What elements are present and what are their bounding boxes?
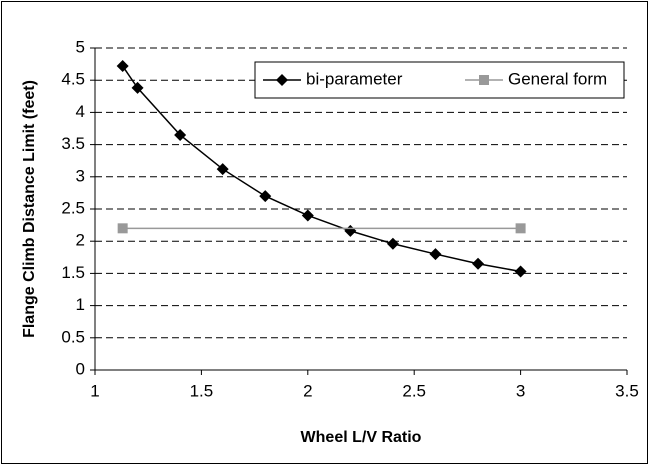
marker — [514, 265, 527, 278]
marker — [515, 223, 526, 234]
y-tick-label: 2 — [76, 231, 85, 250]
x-tick-label: 3.5 — [615, 381, 639, 400]
marker — [429, 248, 442, 261]
y-tick-label: 3 — [76, 166, 85, 185]
marker — [301, 209, 314, 222]
x-axis-label: Wheel L/V Ratio — [301, 429, 422, 446]
marker — [276, 74, 288, 86]
x-tick-label: 2 — [303, 381, 312, 400]
marker — [479, 75, 489, 85]
marker — [116, 60, 129, 73]
marker — [174, 128, 187, 141]
marker — [386, 237, 399, 250]
marker — [472, 257, 485, 270]
marker — [131, 81, 144, 94]
y-axis-label: Flange Climb Distance Limit (feet) — [21, 80, 38, 338]
x-tick-label: 1 — [90, 381, 99, 400]
legend-label: General form — [508, 69, 607, 88]
marker — [117, 223, 128, 234]
legend-label: bi-parameter — [306, 69, 403, 88]
y-tick-label: 1.5 — [61, 263, 85, 282]
marker — [216, 163, 229, 176]
y-tick-label: 1 — [76, 295, 85, 314]
y-tick-label: 0 — [76, 359, 85, 378]
x-tick-label: 1.5 — [190, 381, 214, 400]
marker — [259, 190, 272, 203]
y-tick-label: 4.5 — [61, 70, 85, 89]
x-tick-label: 3 — [516, 381, 525, 400]
y-tick-label: 0.5 — [61, 327, 85, 346]
y-tick-label: 2.5 — [61, 198, 85, 217]
legend-box — [254, 61, 625, 99]
x-tick-label: 2.5 — [402, 381, 426, 400]
y-tick-label: 3.5 — [61, 134, 85, 153]
y-tick-label: 5 — [76, 37, 85, 56]
y-tick-label: 4 — [76, 102, 85, 121]
